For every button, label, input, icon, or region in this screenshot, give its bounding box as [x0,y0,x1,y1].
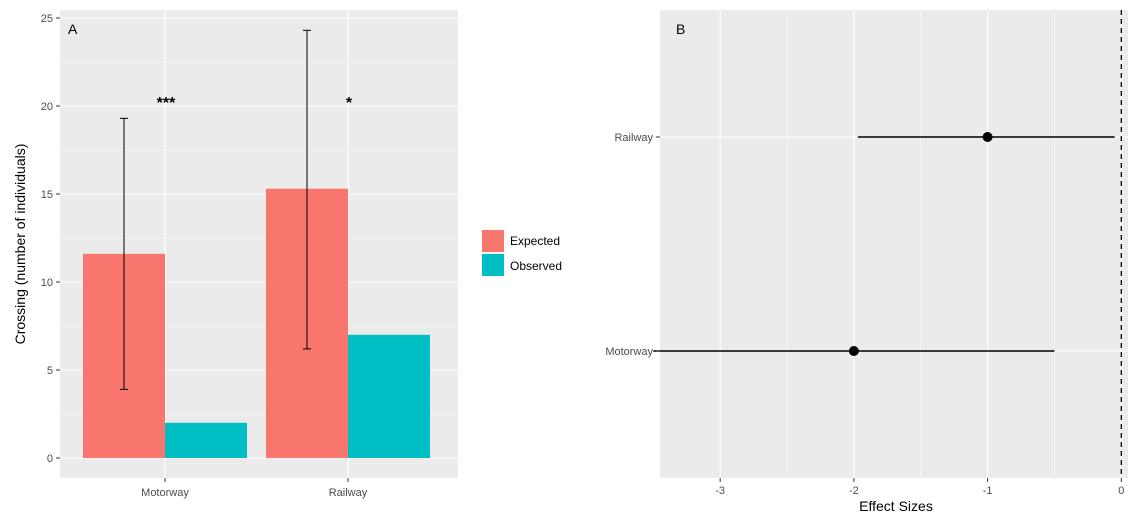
panel-b-tag: B [676,21,685,37]
bar-observed-railway [348,334,430,458]
panel-a-tag: A [68,21,78,37]
y-tick-label: 0 [47,453,53,465]
panel-b-plot-background [660,10,1128,478]
panel-a-significance-labels: *** * [157,95,353,112]
panel-b-y-ticks: Motorway Railway [605,132,660,358]
estimate-point-motorway [848,346,859,356]
x-tick-label: -3 [715,485,725,497]
significance-label: * [346,95,353,112]
legend: Expected Observed [482,230,562,276]
estimate-point-railway [982,132,993,142]
panel-a-error-bars [120,29,311,390]
panel-b-x-axis-title: Effect Sizes [859,498,933,514]
x-tick-label: Motorway [141,487,189,499]
y-tick-label: 25 [41,13,53,25]
x-tick-label: -2 [849,485,859,497]
significance-label: *** [157,95,176,112]
y-tick-label: 5 [47,365,53,377]
legend-key-observed [482,254,504,276]
y-tick-label: 10 [41,277,53,289]
panel-b-x-ticks: -3 -2 -1 0 [715,478,1124,497]
panel-a-y-axis-title: Crossing (number of individuals) [12,144,28,345]
panel-b-points [848,132,993,356]
legend-label-expected: Expected [510,234,560,248]
x-tick-label: Railway [329,487,368,499]
panel-b: Motorway Railway -3 -2 -1 0 B Effect Sizes [605,10,1128,514]
bar-observed-motorway [165,422,247,458]
x-tick-label: 0 [1118,485,1124,497]
panel-a-x-ticks: Motorway Railway [141,478,368,499]
y-tick-label: Railway [614,132,653,144]
panel-a-y-ticks: 0 5 10 15 20 25 [41,13,60,465]
legend-label-observed: Observed [510,259,562,273]
legend-key-expected [482,230,504,252]
x-tick-label: -1 [983,485,993,497]
y-tick-label: 15 [41,189,53,201]
y-tick-label: 20 [41,101,53,113]
y-tick-label: Motorway [605,346,653,358]
